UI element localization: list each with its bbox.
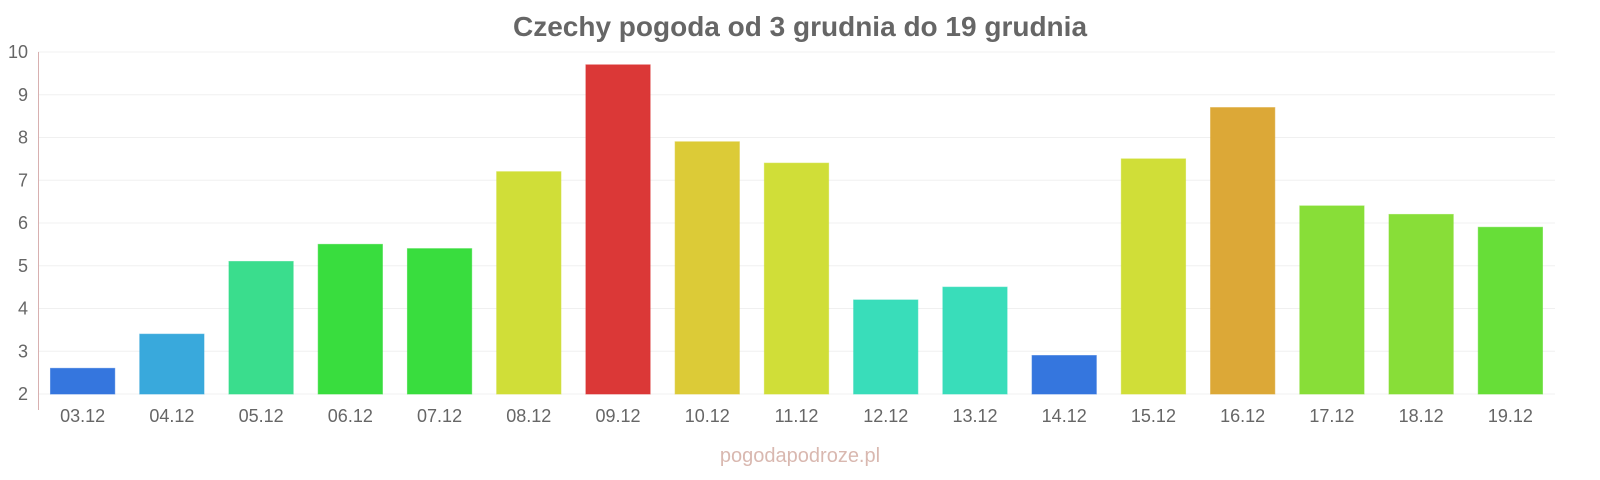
y-tick-label: 6 <box>18 213 28 233</box>
y-tick-label: 7 <box>18 170 28 190</box>
y-tick-label: 2 <box>18 384 28 404</box>
bar-08.12[interactable] <box>496 171 562 395</box>
x-tick-label: 05.12 <box>239 406 284 426</box>
x-tick-label: 16.12 <box>1220 406 1265 426</box>
x-tick-label: 10.12 <box>685 406 730 426</box>
x-tick-label: 12.12 <box>863 406 908 426</box>
x-tick-label: 09.12 <box>596 406 641 426</box>
x-tick-label: 04.12 <box>149 406 194 426</box>
bar-17.12[interactable] <box>1299 205 1365 395</box>
bar-05.12[interactable] <box>228 260 294 395</box>
bar-12.12[interactable] <box>853 299 919 395</box>
bar-19.12[interactable] <box>1477 226 1544 395</box>
x-tick-label: 13.12 <box>952 406 997 426</box>
bar-07.12[interactable] <box>406 248 473 395</box>
y-tick-label: 3 <box>18 341 28 361</box>
x-tick-label: 11.12 <box>775 406 819 426</box>
x-tick-label: 18.12 <box>1399 406 1444 426</box>
bar-04.12[interactable] <box>139 333 205 395</box>
bar-14.12[interactable] <box>1031 355 1097 395</box>
bar-03.12[interactable] <box>49 367 116 395</box>
x-tick-label: 19.12 <box>1488 406 1533 426</box>
x-tick-label: 17.12 <box>1309 406 1354 426</box>
bar-16.12[interactable] <box>1210 107 1276 395</box>
y-tick-label: 5 <box>18 256 28 276</box>
x-tick-label: 03.12 <box>60 406 105 426</box>
y-tick-label: 9 <box>18 85 28 105</box>
bar-06.12[interactable] <box>317 243 383 395</box>
x-tick-label: 07.12 <box>417 406 462 426</box>
bar-09.12[interactable] <box>585 64 651 395</box>
x-tick-label: 15.12 <box>1131 406 1176 426</box>
bar-18.12[interactable] <box>1388 213 1454 395</box>
bar-13.12[interactable] <box>942 286 1008 395</box>
x-tick-label: 14.12 <box>1042 406 1087 426</box>
watermark: pogodapodroze.pl <box>720 445 880 467</box>
y-tick-label: 8 <box>18 128 28 148</box>
x-tick-label: 08.12 <box>506 406 551 426</box>
y-tick-label: 10 <box>8 42 28 62</box>
bar-15.12[interactable] <box>1120 158 1187 395</box>
y-tick-label: 4 <box>18 299 28 319</box>
bar-11.12[interactable] <box>763 162 830 395</box>
x-tick-label: 06.12 <box>328 406 373 426</box>
chart-title: Czechy pogoda od 3 grudnia do 19 grudnia <box>513 11 1087 42</box>
bar-10.12[interactable] <box>674 141 740 395</box>
